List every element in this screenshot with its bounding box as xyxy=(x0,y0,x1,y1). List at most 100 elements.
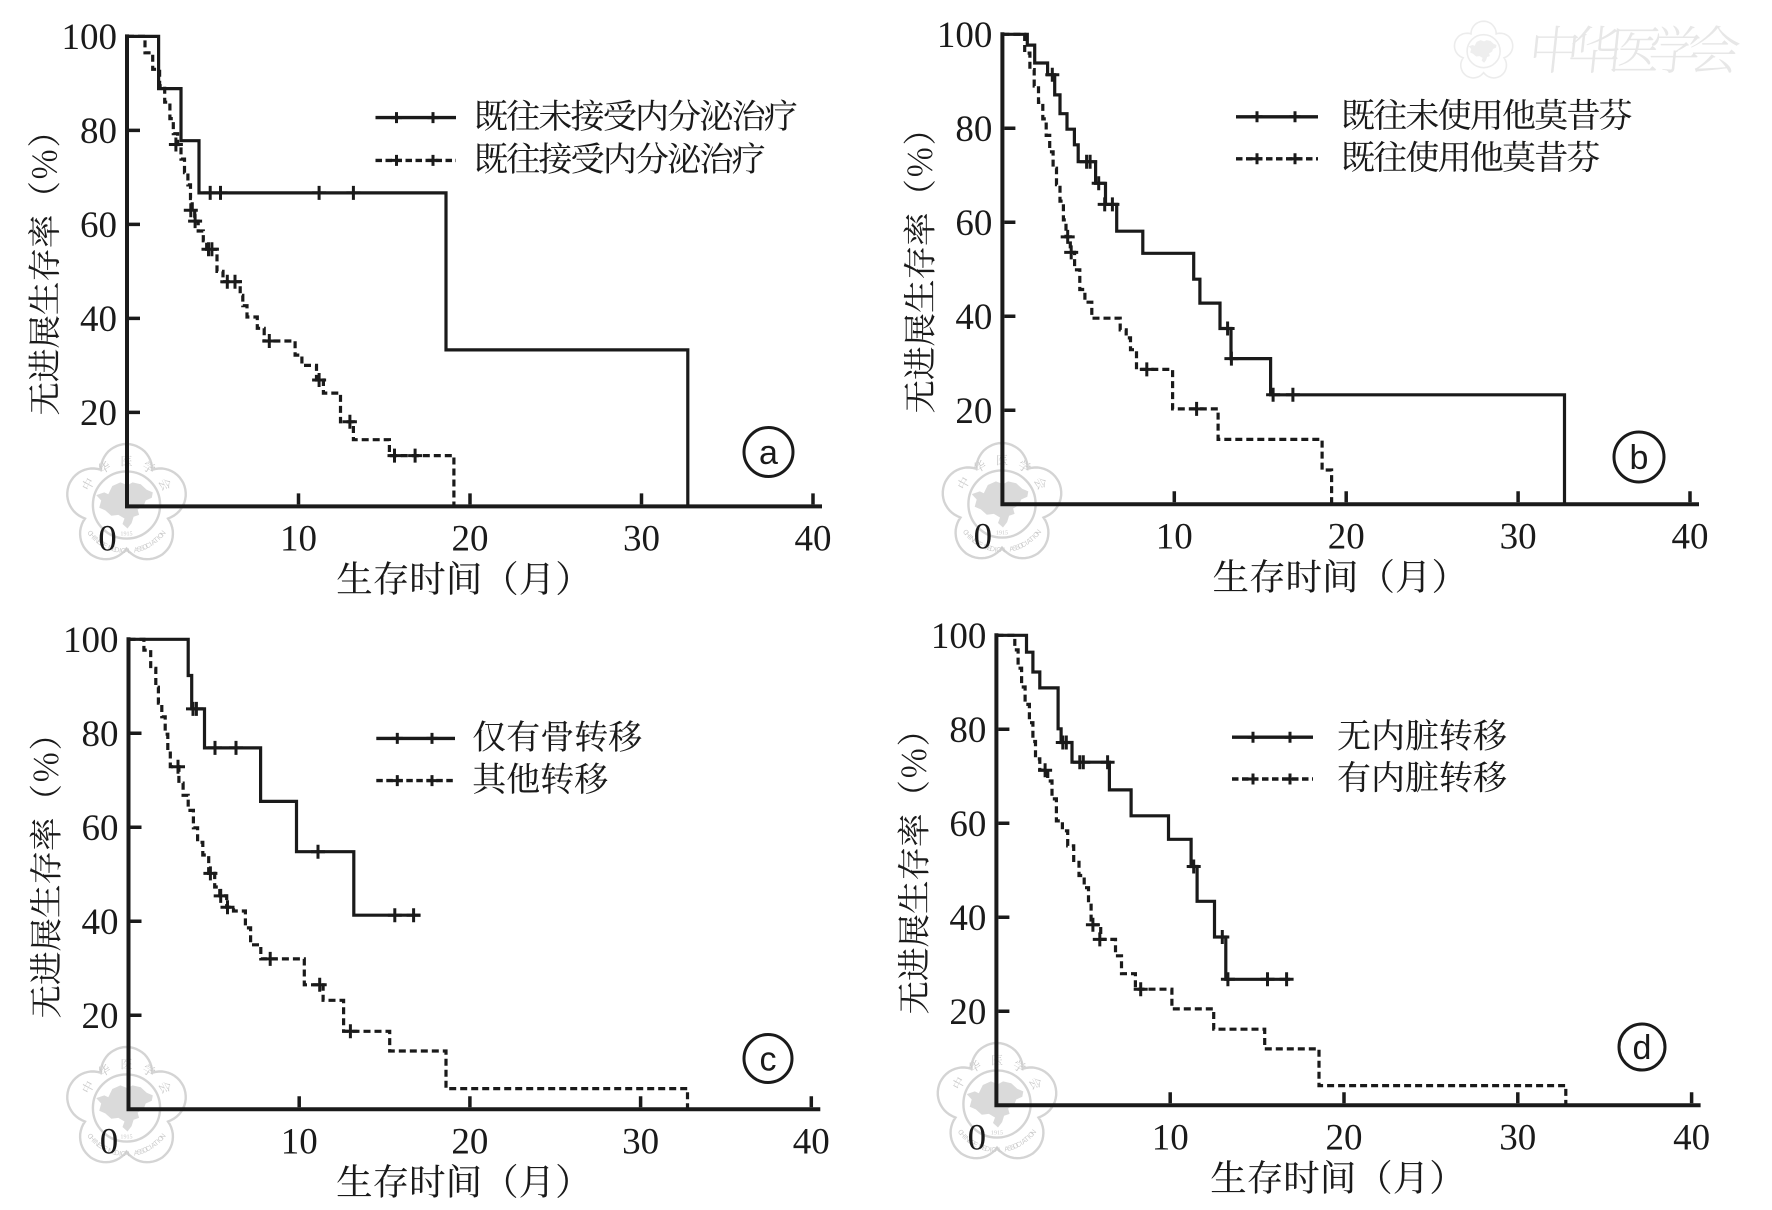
svg-text:10: 10 xyxy=(281,1121,318,1162)
svg-text:c: c xyxy=(760,1041,777,1079)
svg-text:I: I xyxy=(989,1147,992,1154)
svg-text:C: C xyxy=(956,1129,965,1137)
svg-text:I: I xyxy=(91,535,97,541)
svg-text:100: 100 xyxy=(62,17,118,58)
svg-text:D: D xyxy=(114,1150,120,1158)
svg-text:100: 100 xyxy=(931,616,987,657)
svg-text:A: A xyxy=(124,1151,129,1158)
svg-text:d: d xyxy=(1633,1029,1652,1067)
svg-text:E: E xyxy=(95,539,103,548)
svg-text:T: T xyxy=(153,1139,161,1148)
svg-text:80: 80 xyxy=(82,714,119,755)
svg-text:E: E xyxy=(966,1138,974,1147)
svg-text:T: T xyxy=(1023,1135,1031,1144)
svg-text:1915: 1915 xyxy=(996,531,1008,537)
svg-text:20: 20 xyxy=(82,996,119,1037)
svg-text:A: A xyxy=(1004,1146,1010,1154)
svg-text:S: S xyxy=(1010,1144,1017,1152)
svg-text:A: A xyxy=(1025,537,1033,546)
svg-text:O: O xyxy=(142,543,150,552)
svg-text:H: H xyxy=(963,531,972,539)
svg-text:80: 80 xyxy=(80,111,117,152)
svg-text:H: H xyxy=(958,1131,967,1139)
svg-text:0: 0 xyxy=(98,518,117,559)
svg-text:C: C xyxy=(145,542,153,551)
svg-text:L: L xyxy=(128,1151,132,1158)
svg-text:20: 20 xyxy=(451,1121,488,1162)
svg-text:N: N xyxy=(968,535,976,544)
svg-text:20: 20 xyxy=(1328,516,1365,557)
svg-text:a: a xyxy=(759,434,778,472)
svg-text:C: C xyxy=(961,529,970,537)
svg-text:A: A xyxy=(124,548,129,555)
svg-text:T: T xyxy=(153,536,161,545)
svg-text:30: 30 xyxy=(622,1121,659,1162)
svg-text:A: A xyxy=(1020,1137,1028,1146)
svg-text:40: 40 xyxy=(949,898,986,939)
svg-text:b: b xyxy=(1630,439,1649,477)
svg-text:I: I xyxy=(91,1138,97,1144)
svg-text:O: O xyxy=(142,1146,150,1155)
svg-text:20: 20 xyxy=(949,992,986,1033)
svg-text:S: S xyxy=(968,1139,976,1148)
svg-text:T: T xyxy=(1028,535,1036,544)
svg-text:I: I xyxy=(119,548,122,555)
svg-text:80: 80 xyxy=(949,710,986,751)
svg-text:N: N xyxy=(92,536,100,545)
svg-text:20: 20 xyxy=(80,393,117,434)
svg-text:C: C xyxy=(85,530,94,538)
svg-text:E: E xyxy=(101,542,109,551)
svg-text:60: 60 xyxy=(955,203,992,244)
svg-text:30: 30 xyxy=(1499,1117,1536,1158)
svg-text:I: I xyxy=(961,1134,967,1140)
svg-text:E: E xyxy=(981,1145,988,1153)
svg-text:E: E xyxy=(971,1141,979,1150)
svg-text:I: I xyxy=(966,534,972,540)
svg-text:A: A xyxy=(133,547,139,555)
svg-text:C: C xyxy=(145,1145,153,1154)
svg-text:S: S xyxy=(1007,1145,1014,1153)
svg-text:40: 40 xyxy=(80,299,117,340)
svg-text:E: E xyxy=(110,1149,117,1157)
svg-text:40: 40 xyxy=(795,518,832,559)
svg-text:E: E xyxy=(101,1145,109,1154)
svg-text:S: S xyxy=(973,539,981,548)
svg-text:A: A xyxy=(995,1147,1000,1154)
svg-text:D: D xyxy=(989,546,995,554)
svg-text:30: 30 xyxy=(623,518,660,559)
svg-text:60: 60 xyxy=(80,205,117,246)
svg-text:C: C xyxy=(991,1147,997,1154)
svg-text:0: 0 xyxy=(968,1117,987,1158)
svg-text:O: O xyxy=(1027,1130,1036,1139)
svg-text:M: M xyxy=(107,545,115,554)
svg-text:100: 100 xyxy=(63,620,119,661)
svg-text:I: I xyxy=(156,535,162,541)
svg-text:A: A xyxy=(1009,546,1015,554)
svg-text:S: S xyxy=(1015,544,1022,552)
svg-text:A: A xyxy=(150,538,158,547)
svg-text:I: I xyxy=(1024,540,1029,547)
svg-text:C: C xyxy=(1015,1141,1023,1150)
svg-text:D: D xyxy=(114,547,120,555)
svg-text:40: 40 xyxy=(955,297,992,338)
svg-text:L: L xyxy=(128,548,132,555)
svg-text:40: 40 xyxy=(82,902,119,943)
svg-text:20: 20 xyxy=(452,518,489,559)
svg-text:100: 100 xyxy=(937,15,993,56)
svg-text:O: O xyxy=(157,1134,166,1143)
svg-text:1915: 1915 xyxy=(120,532,132,538)
svg-text:1915: 1915 xyxy=(120,1135,132,1141)
svg-text:I: I xyxy=(156,1138,162,1144)
svg-text:S: S xyxy=(1012,545,1019,553)
svg-text:N: N xyxy=(159,530,168,538)
svg-text:I: I xyxy=(1019,1140,1024,1147)
svg-text:M: M xyxy=(977,1144,985,1153)
svg-text:S: S xyxy=(139,1148,146,1156)
svg-text:0: 0 xyxy=(974,516,993,557)
svg-text:C: C xyxy=(996,547,1002,554)
svg-text:E: E xyxy=(976,541,984,550)
svg-text:M: M xyxy=(107,1148,115,1157)
svg-text:0: 0 xyxy=(100,1121,119,1162)
svg-text:I: I xyxy=(994,547,997,554)
svg-text:10: 10 xyxy=(280,518,317,559)
